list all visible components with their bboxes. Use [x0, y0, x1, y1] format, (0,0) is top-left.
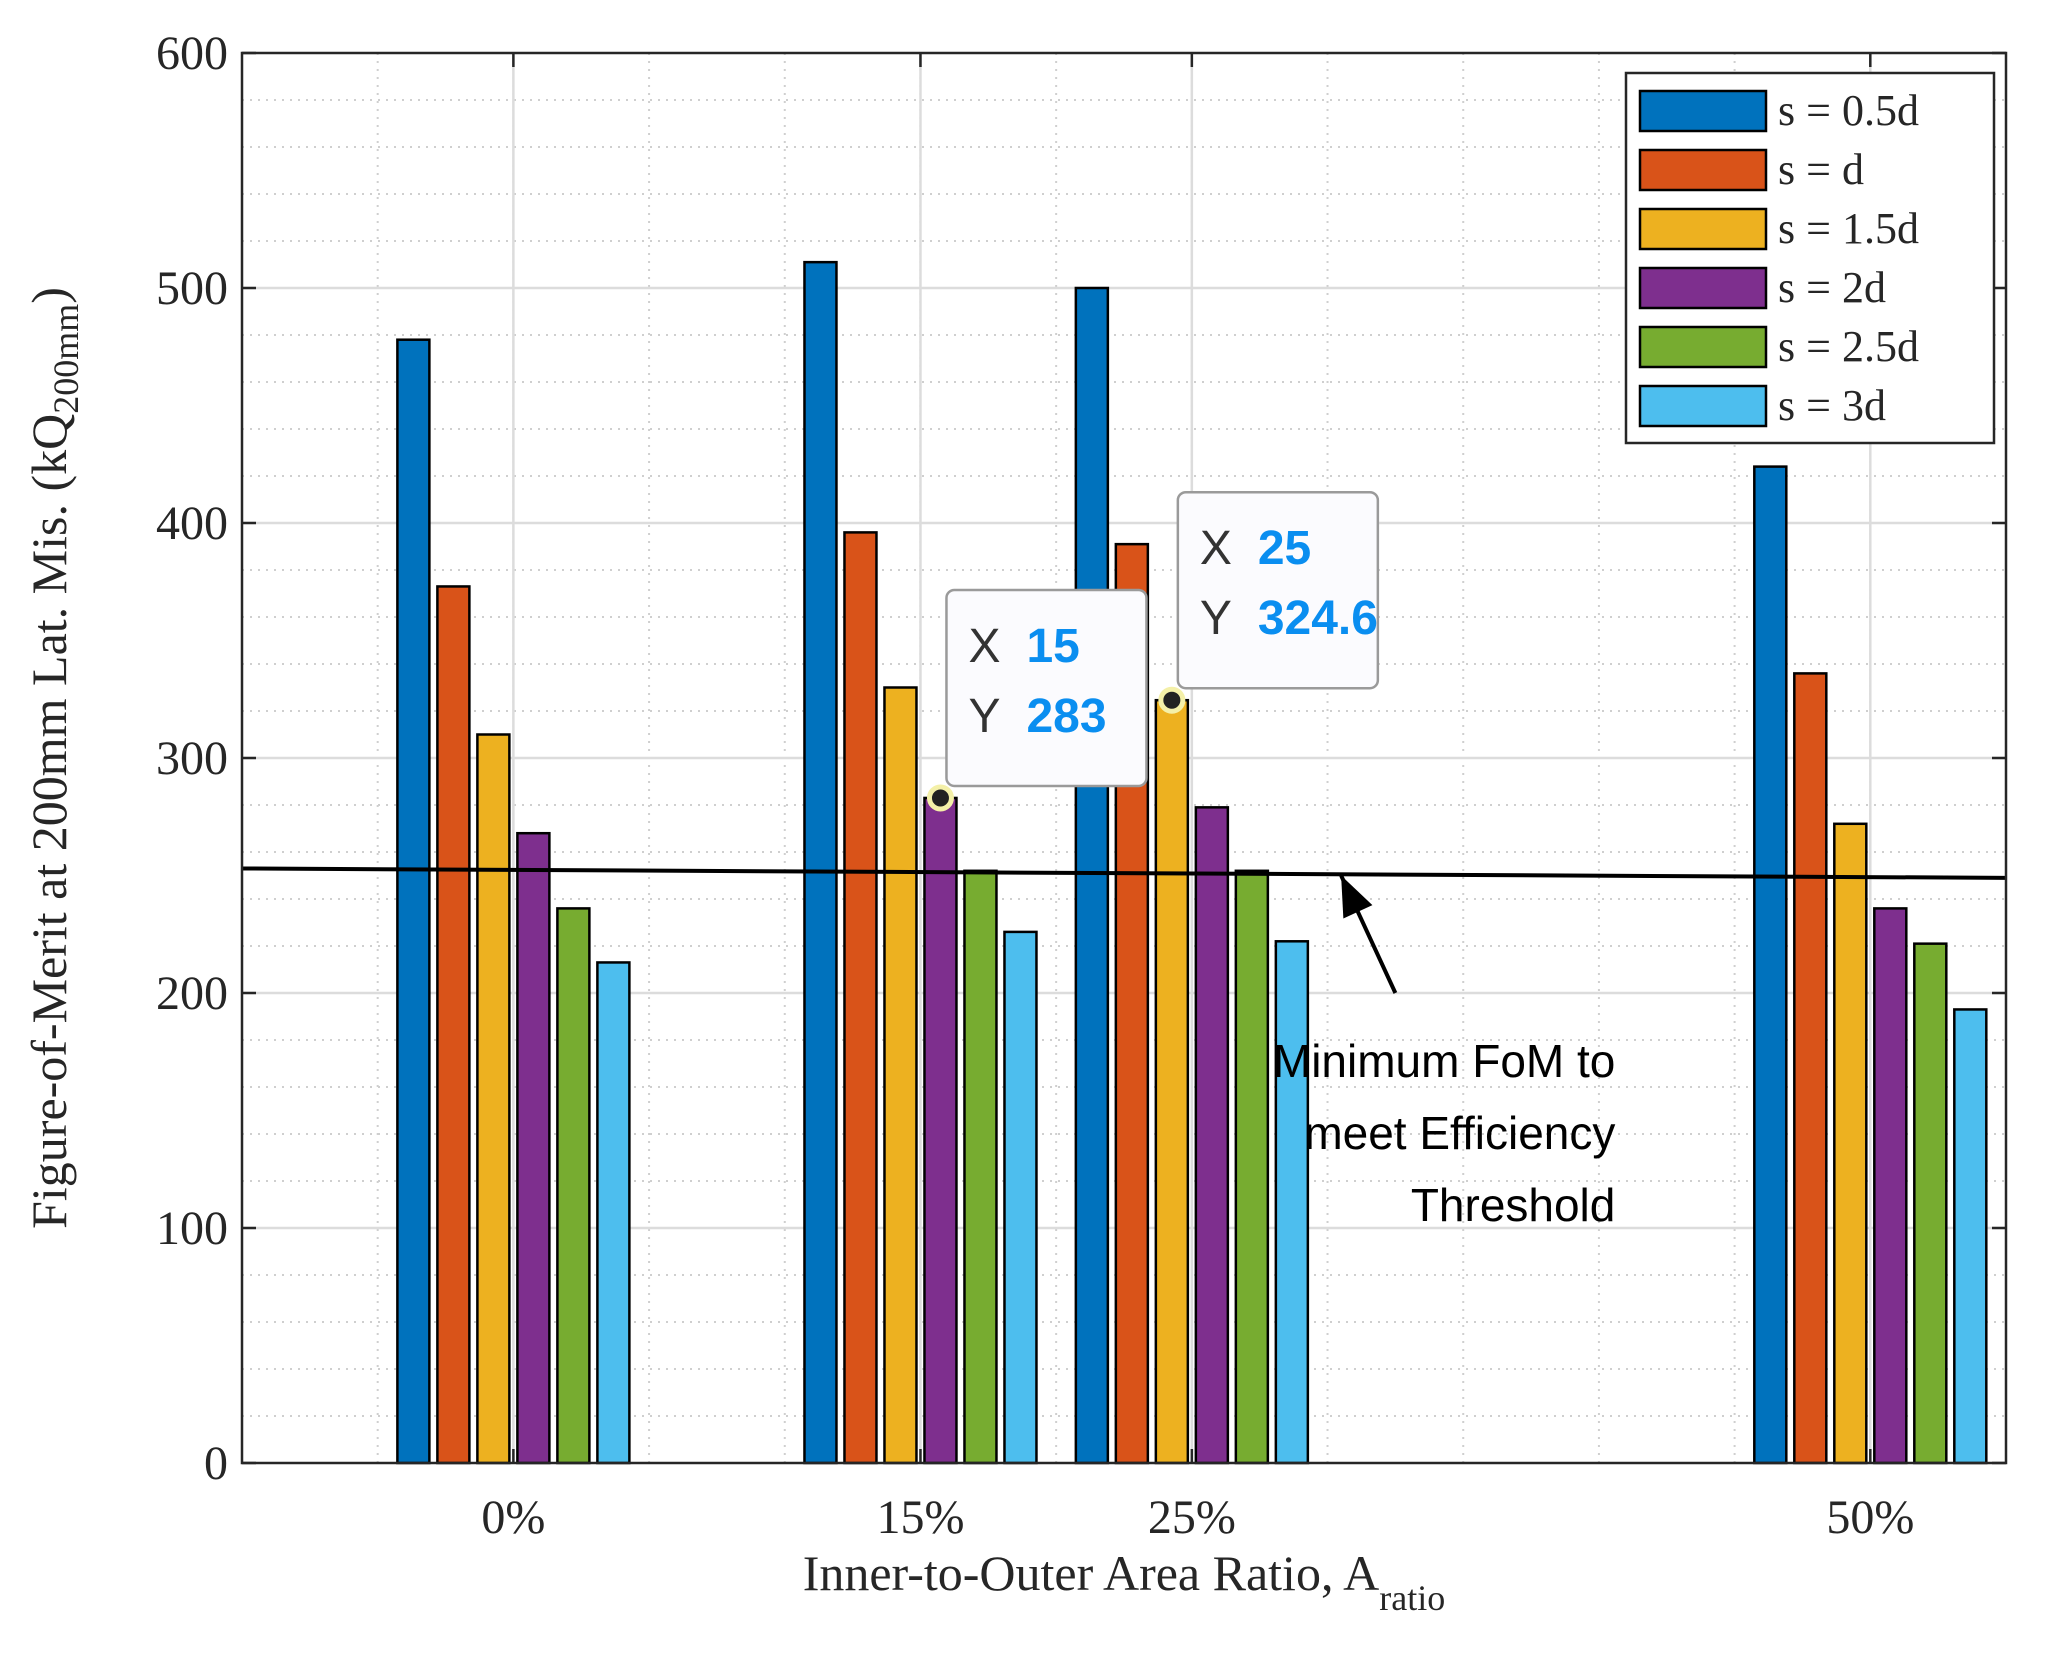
threshold-line — [241, 866, 2007, 880]
y-tick-label: 500 — [156, 262, 228, 315]
y-tick-label: 400 — [156, 497, 228, 550]
datatip-x-label: X — [1200, 522, 1232, 575]
x-tick-label: 25% — [1148, 1491, 1236, 1544]
bar — [843, 531, 878, 1465]
x-tick-label: 15% — [876, 1491, 964, 1544]
bar — [1953, 1008, 1988, 1465]
bar — [1074, 286, 1110, 1465]
legend-label: s = 3d — [1778, 381, 1886, 430]
bar — [803, 260, 838, 1465]
annotation-text-line: meet Efficiency — [1304, 1107, 1615, 1159]
y-tick-label: 100 — [156, 1202, 228, 1255]
bar — [436, 585, 471, 1465]
legend-box — [1624, 71, 1996, 445]
datatip-x-value: 25 — [1258, 522, 1311, 575]
datatip-marker — [926, 784, 954, 812]
datatip-box — [1176, 490, 1380, 690]
datatip-marker — [1158, 686, 1186, 714]
y-tick-label: 0 — [204, 1437, 228, 1490]
bar — [1194, 806, 1230, 1465]
bar — [1873, 907, 1908, 1465]
bar — [963, 869, 998, 1465]
annotation-text-line: Threshold — [1411, 1179, 1616, 1231]
bars — [396, 260, 1988, 1465]
legend-label: s = 2.5d — [1778, 322, 1919, 371]
x-ticks: 0% 15% 25% 50% — [481, 53, 1914, 1544]
bar — [1793, 672, 1828, 1465]
bar — [883, 686, 918, 1465]
y-tick-label: 300 — [156, 732, 228, 785]
bar — [396, 338, 431, 1465]
bar — [516, 831, 551, 1465]
bar — [1274, 940, 1310, 1465]
bar — [1003, 930, 1038, 1465]
datatip-y-value: 324.6 — [1258, 592, 1378, 645]
x-tick-label: 0% — [481, 1491, 545, 1544]
bar — [1913, 942, 1948, 1465]
datatip-y-value: 283 — [1026, 690, 1106, 743]
legend-label: s = d — [1778, 145, 1864, 194]
datatip-y-label: Y — [1200, 592, 1232, 645]
legend: s = 0.5d s = d s = 1.5d s = 2d s = 2.5d s = 3… — [1624, 71, 1996, 445]
y-tick-label: 600 — [156, 27, 228, 80]
legend-label: s = 0.5d — [1778, 86, 1919, 135]
annotation-text-line: Minimum FoM to — [1273, 1035, 1615, 1087]
legend-swatch — [1638, 89, 1768, 133]
bar — [1833, 822, 1868, 1465]
y-axis-label-group: Figure-of-Merit at 200mm Lat. Mis. (kQ20… — [21, 287, 86, 1229]
y-axis-label: Figure-of-Merit at 200mm Lat. Mis. (kQ20… — [21, 287, 86, 1229]
bar — [923, 796, 958, 1465]
bar — [1234, 869, 1270, 1465]
threshold-annotation: Minimum FoM to meet Efficiency Threshold — [1273, 874, 1616, 1231]
bar — [476, 733, 511, 1465]
datatip-x-value: 15 — [1026, 620, 1079, 673]
datatip-x-label: X — [968, 620, 1000, 673]
x-tick-label: 50% — [1826, 1491, 1914, 1544]
legend-label: s = 2d — [1778, 263, 1886, 312]
legend-swatch — [1638, 325, 1768, 369]
x-axis-label: Inner-to-Outer Area Ratio, Aratio — [803, 1545, 1446, 1618]
legend-swatch — [1638, 207, 1768, 251]
threshold-line-group — [241, 866, 2007, 880]
legend-swatch — [1638, 266, 1768, 310]
annotation-arrow-head — [1341, 875, 1373, 919]
legend-label: s = 1.5d — [1778, 204, 1919, 253]
bar — [596, 961, 631, 1465]
y-tick-label: 200 — [156, 967, 228, 1020]
datatip: X 15 Y 283 — [926, 588, 1148, 812]
bar — [556, 907, 591, 1465]
datatips: X 15 Y 283 X 25 Y 324.6 — [926, 490, 1380, 812]
bar — [1753, 465, 1788, 1465]
legend-swatch — [1638, 384, 1768, 428]
datatip-y-label: Y — [968, 690, 1000, 743]
datatip: X 25 Y 324.6 — [1158, 490, 1380, 714]
datatip-box — [945, 588, 1148, 788]
legend-swatch — [1638, 148, 1768, 192]
bar — [1154, 698, 1190, 1465]
y-ticks: 0 100 200 300 400 500 600 — [156, 27, 2006, 1490]
